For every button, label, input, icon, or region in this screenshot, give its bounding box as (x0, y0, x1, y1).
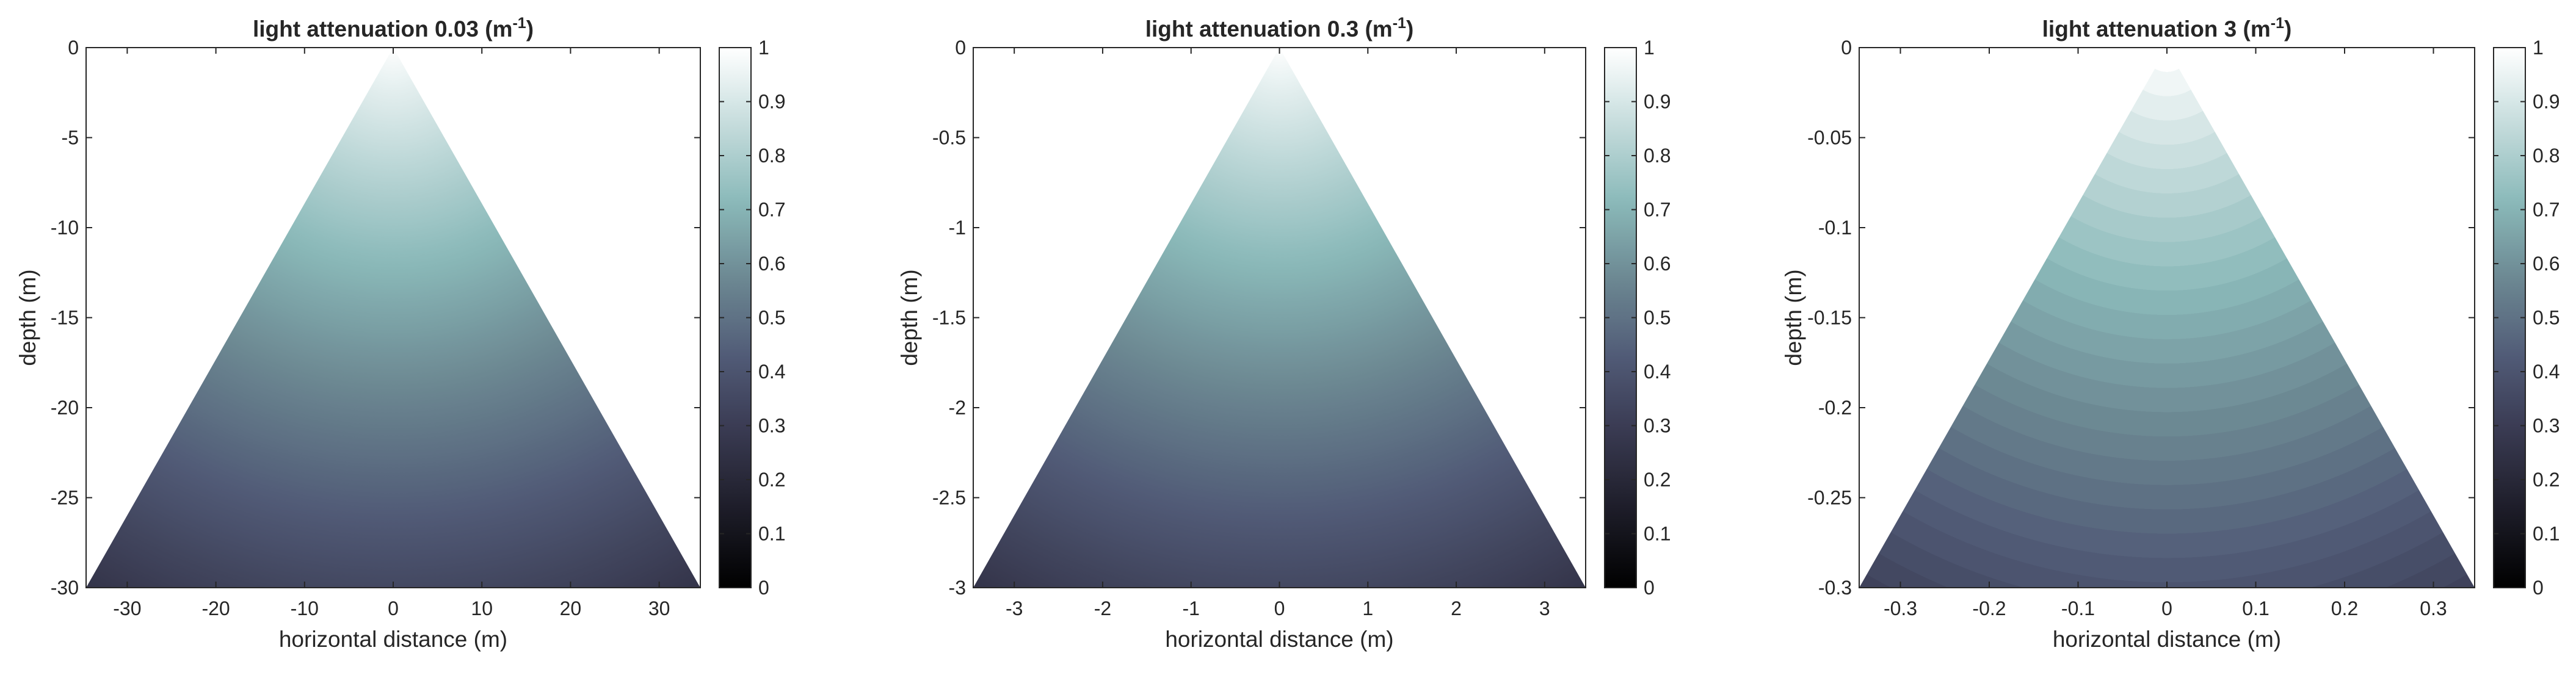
x-tick-label: 0 (1274, 597, 1285, 619)
y-tick-label: -0.5 (932, 127, 966, 149)
x-tick-label: 1 (1362, 597, 1373, 619)
y-tick-label: -1 (949, 217, 966, 239)
x-axis-label: horizontal distance (m) (279, 627, 507, 652)
x-tick-label: 0.3 (2420, 597, 2447, 619)
y-axis-label: depth (m) (15, 269, 40, 366)
x-axis-label: horizontal distance (m) (2053, 627, 2281, 652)
x-tick-label: -10 (291, 597, 319, 619)
panel-1: -30 -20 -10 0 10 20 300-5-10-15-20-25-30light … (15, 15, 785, 652)
x-tick-label: 30 (648, 597, 670, 619)
colorbar-tick-label: 0.3 (2533, 415, 2560, 437)
chart-title: light attenuation 0.3 (m-1) (1145, 15, 1414, 41)
x-tick-label: -20 (201, 597, 230, 619)
y-tick-label: -1.5 (932, 307, 966, 329)
x-tick-label: 0 (2161, 597, 2172, 619)
colorbar-scale (2493, 47, 2526, 588)
y-tick-label: 0 (955, 37, 966, 59)
chart-title: light attenuation 3 (m-1) (2042, 15, 2292, 41)
attenuation-field (973, 48, 1586, 588)
colorbar-tick-label: 1 (2533, 37, 2544, 59)
colorbar-tick-label: 0.8 (1644, 145, 1671, 167)
panel-2: -3 -2 -1 0 1 2 3 0 -0.5 -1 -1.5 -2 -2.5 -3 light atten… (897, 15, 1671, 652)
y-tick-label: -0.1 (1818, 217, 1852, 239)
x-tick-label: -0.3 (1884, 597, 1917, 619)
x-tick-label: -3 (1006, 597, 1023, 619)
colorbar-tick-label: 0.7 (2533, 199, 2560, 221)
y-axis-label: depth (m) (897, 269, 922, 366)
y-tick-label: -10 (51, 217, 79, 239)
y-axis-label: depth (m) (1781, 269, 1806, 366)
colorbar-tick-label: 0.7 (1644, 199, 1671, 221)
y-tick-label: -25 (51, 487, 79, 509)
y-tick-label: -3 (949, 577, 966, 599)
x-axis-label: horizontal distance (m) (1165, 627, 1393, 652)
colorbar: 0 0.1 0.2 0.3 0.4 0.5 0.6 0.7 0.8 0.9 1 (1604, 37, 1671, 599)
y-tick-label: -0.05 (1807, 127, 1852, 149)
x-tick-label: 3 (1539, 597, 1550, 619)
colorbar-tick-label: 0.9 (758, 91, 785, 113)
y-tick-label: 0 (68, 37, 79, 59)
y-tick-label: -0.2 (1818, 397, 1852, 419)
x-tick-label: -30 (113, 597, 141, 619)
x-tick-label: 10 (471, 597, 493, 619)
x-tick-label: -0.2 (1972, 597, 2006, 619)
colorbar-tick-label: 0.7 (758, 199, 785, 221)
colorbar-tick-label: 0.8 (758, 145, 785, 167)
x-tick-label: 20 (560, 597, 582, 619)
colorbar: 0 0.1 0.2 0.3 0.4 0.5 0.6 0.7 0.8 0.9 1 (2493, 37, 2560, 599)
x-tick-label: -2 (1094, 597, 1111, 619)
colorbar-tick-label: 0.6 (1644, 253, 1671, 275)
y-tick-label: -2 (949, 397, 966, 419)
colorbar-tick-label: 0.9 (1644, 91, 1671, 113)
colorbar-tick-label: 0.5 (758, 307, 785, 329)
colorbar-scale (1604, 47, 1637, 588)
colorbar-tick-label: 0.4 (1644, 361, 1671, 383)
colorbar-tick-label: 0 (1644, 577, 1655, 599)
colorbar-tick-label: 0.6 (758, 253, 785, 275)
colorbar-tick-label: 0.2 (2533, 469, 2560, 491)
colorbar-tick-label: 0.2 (1644, 469, 1671, 491)
y-tick-label: -30 (51, 577, 79, 599)
colorbar-tick-label: 0.1 (2533, 523, 2560, 545)
colorbar-tick-label: 0.6 (2533, 253, 2560, 275)
colorbar-tick-label: 0.5 (1644, 307, 1671, 329)
colorbar-tick-label: 0.1 (758, 523, 785, 545)
colorbar-tick-label: 0.3 (758, 415, 785, 437)
colorbar-tick-label: 0.8 (2533, 145, 2560, 167)
colorbar-tick-label: 0.2 (758, 469, 785, 491)
y-tick-label: -15 (51, 307, 79, 329)
colorbar-tick-label: 0.3 (1644, 415, 1671, 437)
y-tick-label: 0 (1841, 37, 1852, 59)
y-tick-label: -0.15 (1807, 307, 1852, 329)
colorbar: 0 0.1 0.2 0.3 0.4 0.5 0.6 0.7 0.8 0.9 1 (719, 37, 785, 599)
y-tick-label: -5 (62, 127, 79, 149)
y-tick-label: -20 (51, 397, 79, 419)
x-tick-label: -0.1 (2061, 597, 2095, 619)
colorbar-tick-label: 1 (758, 37, 769, 59)
attenuation-field (86, 48, 700, 588)
x-tick-label: 0.2 (2331, 597, 2358, 619)
x-tick-label: 2 (1451, 597, 1462, 619)
colorbar-tick-label: 0 (2533, 577, 2544, 599)
colorbar-tick-label: 1 (1644, 37, 1655, 59)
panel-3: -0.3 -0.2 -0.1 0 0.1 0.2 0.3 0 -0.05 -0.1 -0.15 -0.… (1781, 15, 2560, 652)
colorbar-tick-label: 0.4 (758, 361, 785, 383)
colorbar-tick-label: 0 (758, 577, 769, 599)
colorbar-scale (719, 47, 752, 588)
y-tick-label: -0.3 (1818, 577, 1852, 599)
chart-title: light attenuation 0.03 (m-1) (253, 15, 534, 41)
y-tick-label: -2.5 (932, 487, 966, 509)
x-tick-label: -1 (1182, 597, 1199, 619)
colorbar-tick-label: 0.5 (2533, 307, 2560, 329)
attenuation-field (1859, 48, 2475, 588)
colorbar-tick-label: 0.1 (1644, 523, 1671, 545)
colorbar-tick-label: 0.9 (2533, 91, 2560, 113)
y-tick-label: -0.25 (1807, 487, 1852, 509)
x-tick-label: 0.1 (2242, 597, 2269, 619)
colorbar-tick-label: 0.4 (2533, 361, 2560, 383)
x-tick-label: 0 (388, 597, 399, 619)
